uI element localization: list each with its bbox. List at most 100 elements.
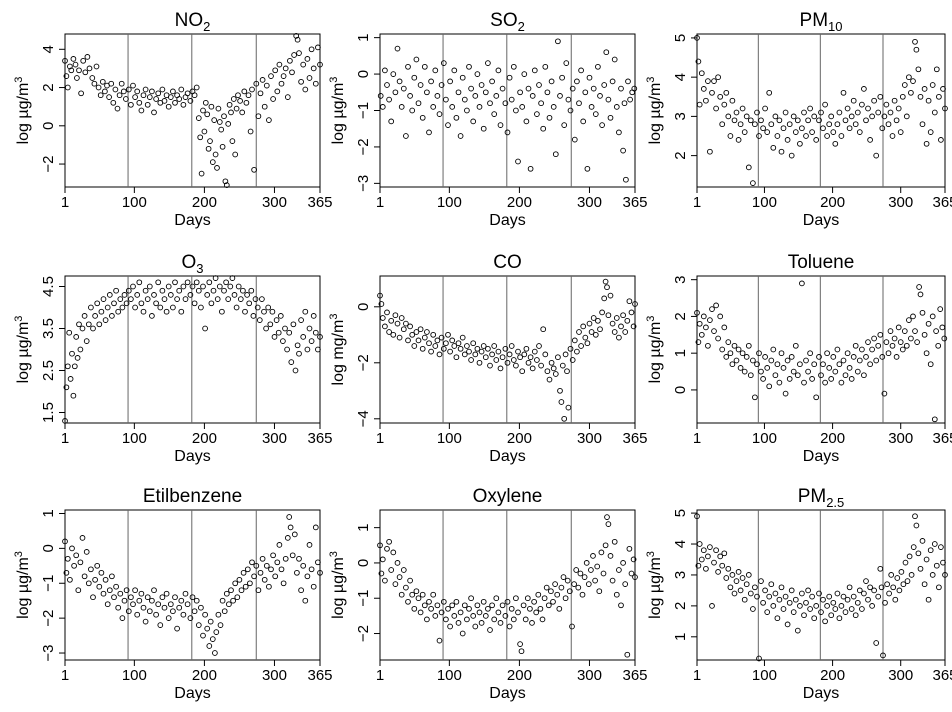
data-point bbox=[291, 531, 298, 538]
data-point bbox=[228, 109, 234, 116]
data-point bbox=[237, 296, 244, 302]
data-point bbox=[193, 84, 200, 91]
data-point bbox=[280, 580, 287, 587]
y-tick-label: −2 bbox=[355, 138, 372, 155]
data-point bbox=[208, 300, 215, 307]
data-point bbox=[306, 75, 313, 81]
data-point bbox=[711, 559, 717, 566]
data-point bbox=[92, 313, 98, 319]
data-point bbox=[76, 321, 82, 328]
data-point bbox=[764, 609, 771, 615]
y-axis-label: log µg/m3 bbox=[645, 316, 664, 384]
x-tick-label: 200 bbox=[507, 667, 532, 684]
data-point bbox=[602, 278, 609, 285]
data-point bbox=[875, 109, 882, 116]
data-point bbox=[221, 113, 227, 120]
x-axis-label: Days bbox=[803, 685, 839, 702]
x-tick-label: 300 bbox=[888, 194, 913, 211]
data-point bbox=[209, 636, 216, 642]
data-point bbox=[903, 342, 910, 349]
data-point bbox=[184, 279, 191, 286]
data-point bbox=[174, 296, 180, 302]
data-point bbox=[263, 562, 270, 569]
data-point bbox=[232, 151, 239, 158]
y-tick-label: 3 bbox=[672, 571, 689, 579]
data-point bbox=[159, 86, 166, 93]
data-point bbox=[197, 134, 204, 141]
data-point bbox=[567, 107, 574, 114]
y-tick-label: 0 bbox=[355, 303, 372, 311]
data-point bbox=[191, 92, 198, 99]
data-point bbox=[223, 279, 229, 286]
data-point bbox=[464, 616, 470, 623]
data-point bbox=[487, 627, 493, 633]
x-tick-label: 300 bbox=[577, 667, 602, 684]
data-point bbox=[711, 78, 717, 84]
data-point bbox=[308, 46, 315, 53]
data-point bbox=[838, 603, 845, 609]
data-point bbox=[235, 283, 242, 290]
data-point bbox=[820, 125, 826, 132]
data-point bbox=[123, 587, 130, 594]
data-point bbox=[719, 346, 726, 353]
y-tick-label: 1 bbox=[672, 633, 689, 641]
data-point bbox=[830, 354, 837, 360]
y-axis-label-superscript: 3 bbox=[13, 77, 25, 83]
data-point bbox=[106, 587, 113, 594]
data-point bbox=[756, 350, 762, 357]
data-point bbox=[286, 329, 293, 336]
data-point bbox=[882, 599, 888, 606]
data-point bbox=[447, 348, 453, 355]
data-point bbox=[566, 588, 573, 595]
data-point bbox=[555, 38, 561, 45]
data-point bbox=[432, 613, 439, 619]
data-point bbox=[731, 590, 738, 597]
data-point bbox=[915, 550, 922, 557]
data-point bbox=[480, 343, 487, 349]
data-point bbox=[75, 587, 82, 594]
data-point bbox=[419, 591, 426, 598]
data-point bbox=[941, 335, 948, 342]
data-point bbox=[200, 632, 206, 639]
x-tick-label: 365 bbox=[307, 194, 332, 211]
data-point bbox=[921, 581, 928, 588]
data-point bbox=[226, 601, 232, 608]
data-point bbox=[869, 346, 875, 353]
data-point bbox=[510, 357, 517, 363]
data-point bbox=[583, 560, 590, 566]
data-point bbox=[818, 609, 824, 615]
data-point bbox=[628, 309, 635, 316]
data-point bbox=[940, 86, 946, 92]
data-point bbox=[725, 339, 732, 345]
data-point bbox=[151, 292, 157, 298]
data-point bbox=[887, 328, 894, 334]
data-point bbox=[231, 292, 238, 298]
data-point bbox=[840, 357, 847, 364]
data-point bbox=[504, 359, 511, 366]
y-tick-label: −1 bbox=[40, 575, 57, 592]
data-point bbox=[529, 93, 536, 99]
x-tick-label: 365 bbox=[307, 667, 332, 684]
data-point bbox=[540, 326, 547, 333]
data-point bbox=[885, 121, 892, 128]
data-point bbox=[289, 552, 296, 559]
data-point bbox=[731, 342, 738, 349]
data-point bbox=[449, 602, 456, 609]
data-point bbox=[405, 598, 411, 605]
data-point bbox=[770, 603, 777, 609]
data-point bbox=[204, 625, 211, 632]
y-axis-label: log µg/m3 bbox=[13, 77, 32, 145]
data-point bbox=[510, 63, 517, 70]
data-point bbox=[813, 603, 820, 609]
y-tick-label: −1 bbox=[355, 102, 372, 119]
data-point bbox=[883, 339, 890, 345]
data-point bbox=[766, 89, 773, 96]
data-point bbox=[202, 99, 209, 106]
x-tick-label: 100 bbox=[752, 667, 777, 684]
data-point bbox=[703, 565, 709, 572]
data-point bbox=[379, 315, 386, 321]
y-tick-label: 0 bbox=[40, 544, 57, 552]
data-point bbox=[717, 93, 724, 100]
data-point bbox=[842, 117, 849, 124]
